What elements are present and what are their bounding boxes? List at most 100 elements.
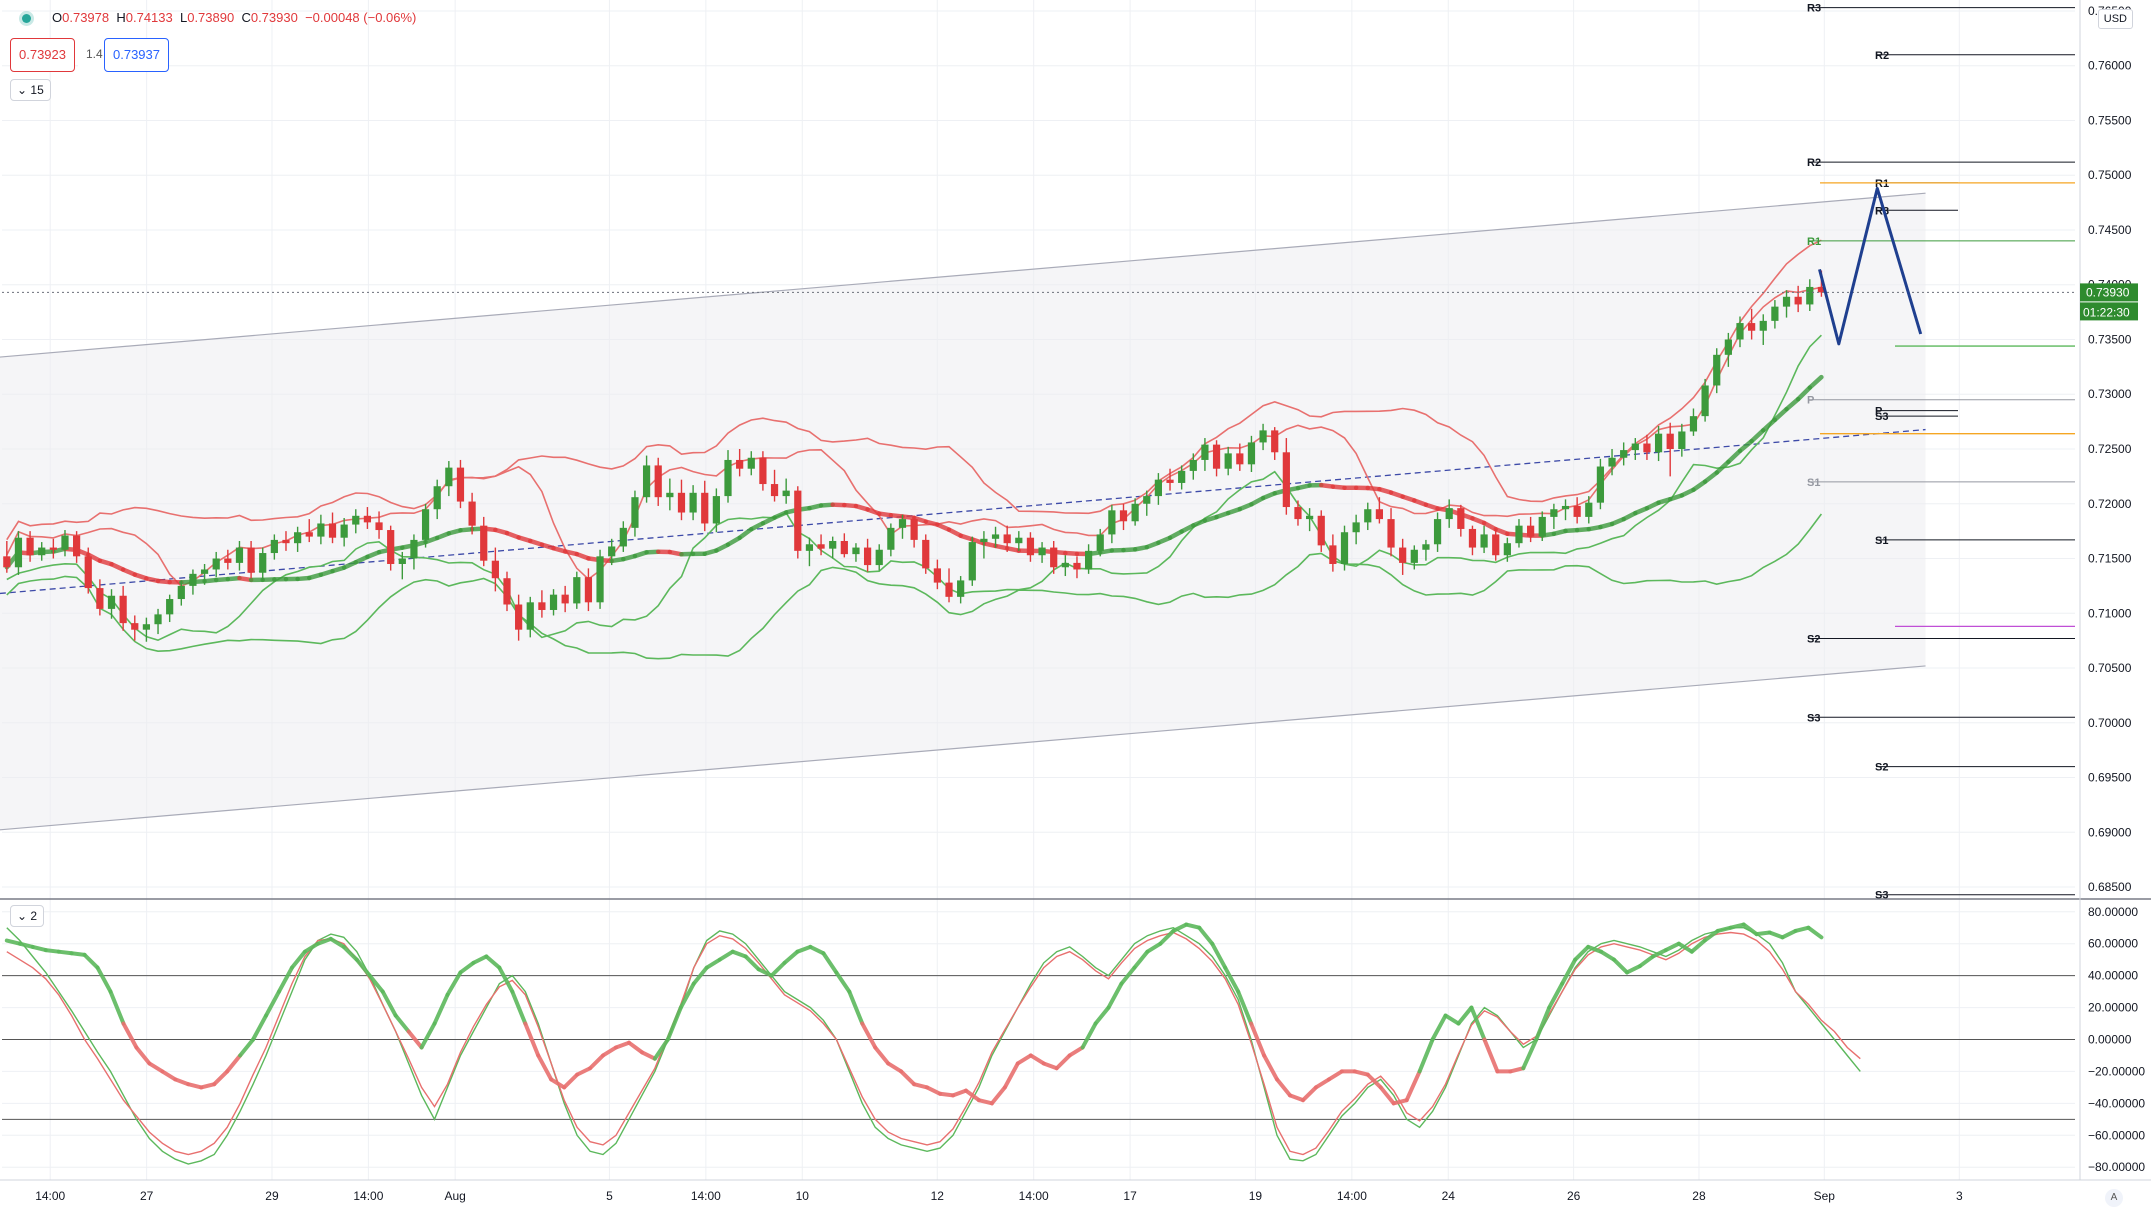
candle-body xyxy=(1015,537,1023,544)
candle-body xyxy=(1736,323,1744,340)
oscillator-main-segment xyxy=(1599,949,1617,962)
last-price-tag xyxy=(2080,283,2138,302)
oscillator-main-segment xyxy=(1586,944,1604,954)
candle-body xyxy=(1387,519,1395,548)
candle-body xyxy=(1771,306,1779,321)
candle xyxy=(1701,378,1709,422)
candle xyxy=(619,521,627,552)
candle xyxy=(49,538,57,559)
candle-body xyxy=(259,553,267,573)
price-tick-label: 0.73500 xyxy=(2088,332,2132,346)
candle xyxy=(1375,497,1384,524)
candle xyxy=(677,479,686,521)
candle xyxy=(235,540,244,571)
high-value: 0.74133 xyxy=(125,10,173,25)
oscillator-main-segment xyxy=(445,970,463,997)
candle xyxy=(119,585,127,631)
time-tick-label: Sep xyxy=(1814,1189,1836,1203)
candle-body xyxy=(107,595,116,609)
oscillator-main-segment xyxy=(1093,1005,1111,1026)
candle-body xyxy=(1817,286,1826,293)
candle xyxy=(1468,525,1477,556)
candle-body xyxy=(1503,543,1511,556)
candle xyxy=(1399,538,1407,575)
auto-scale-button[interactable]: A xyxy=(2105,1189,2123,1207)
candle xyxy=(282,531,290,551)
oscillator-main-segment xyxy=(1508,1066,1526,1074)
buy-price-button[interactable]: 0.73937 xyxy=(104,38,169,72)
oscillator-main-segment xyxy=(471,954,489,965)
candle xyxy=(107,589,116,619)
moving-average-segment xyxy=(1772,406,1789,423)
currency-button[interactable]: USD xyxy=(2097,9,2133,29)
moving-average-segment xyxy=(1691,479,1708,492)
regression-channel-fill xyxy=(0,193,1926,830)
oscillator-main-segment xyxy=(238,1037,256,1058)
candle-body xyxy=(770,484,779,497)
candle-body xyxy=(631,497,639,528)
oscillator-main-segment xyxy=(1067,1045,1085,1058)
oscillator-main-segment xyxy=(743,954,761,972)
candle-body xyxy=(1352,522,1360,533)
candle-body xyxy=(1306,515,1314,520)
candle-body xyxy=(782,490,790,497)
oscillator-main-segment xyxy=(730,949,748,959)
candle xyxy=(1306,508,1314,532)
oscillator-main-segment xyxy=(873,1045,891,1066)
indicators-collapse-button[interactable]: ⌄ 15 xyxy=(10,79,51,101)
oscillator-main-segment xyxy=(1028,1053,1046,1066)
moving-average-segment xyxy=(1737,438,1754,454)
candle-body xyxy=(1050,547,1058,568)
countdown-tag xyxy=(2080,302,2138,321)
oscillator-collapse-button[interactable]: ⌄ 2 xyxy=(10,905,45,927)
oscillator-main-segment xyxy=(938,1091,956,1098)
candle xyxy=(1189,453,1197,480)
sell-price-button[interactable]: 0.73923 xyxy=(10,38,75,72)
oscillator-main-segment xyxy=(1547,981,1565,1010)
oscillator-main-segment xyxy=(782,949,800,965)
candle xyxy=(1724,332,1732,367)
candle xyxy=(142,617,151,642)
candle-body xyxy=(212,558,220,570)
oscillator-main-segment xyxy=(458,960,476,975)
candle xyxy=(38,542,46,561)
candle-body xyxy=(305,532,313,537)
candle xyxy=(224,549,232,570)
candle-body xyxy=(1282,452,1290,508)
candle xyxy=(14,531,23,575)
candle-body xyxy=(1678,431,1686,449)
oscillator-main-segment xyxy=(1300,1085,1318,1103)
candle xyxy=(1620,442,1628,466)
time-tick-label: 24 xyxy=(1442,1189,1456,1203)
candle xyxy=(1422,539,1430,561)
candle xyxy=(817,534,825,556)
oscillator-main-segment xyxy=(1002,1061,1020,1090)
oscillator-main-segment xyxy=(1378,1085,1396,1106)
oscillator-main-segment xyxy=(30,944,48,953)
oscillator-main-segment xyxy=(588,1053,606,1071)
pivot-label: S1 xyxy=(1807,477,1820,489)
candle xyxy=(200,563,209,585)
time-tick-label: 14:00 xyxy=(691,1189,721,1203)
oscillator-main-segment xyxy=(510,989,528,1026)
oscillator-axis: 80.00000 60.00000 40.00000 20.00000 0.00000 −… xyxy=(2088,905,2145,1174)
pivot-label: R1 xyxy=(1875,178,1889,190)
price-tick-label: 0.75500 xyxy=(2088,113,2132,127)
oscillator-main-segment xyxy=(1637,954,1655,969)
candle-body xyxy=(538,602,546,610)
time-tick-label: 14:00 xyxy=(1019,1189,1049,1203)
oscillator-main-segment xyxy=(1443,1013,1461,1026)
candle-body xyxy=(1701,385,1709,417)
candle xyxy=(1713,348,1721,394)
candle xyxy=(689,485,697,521)
oscillator-main-segment xyxy=(69,951,87,957)
pivot-label: R3 xyxy=(1807,3,1821,15)
oscillator-main-segment xyxy=(886,1061,904,1074)
low-value: 0.73890 xyxy=(187,10,235,25)
candle-body xyxy=(49,547,57,550)
candle xyxy=(1678,423,1686,457)
candle-body xyxy=(759,457,767,485)
candle xyxy=(166,594,174,623)
oscillator-main-segment xyxy=(652,1037,670,1061)
